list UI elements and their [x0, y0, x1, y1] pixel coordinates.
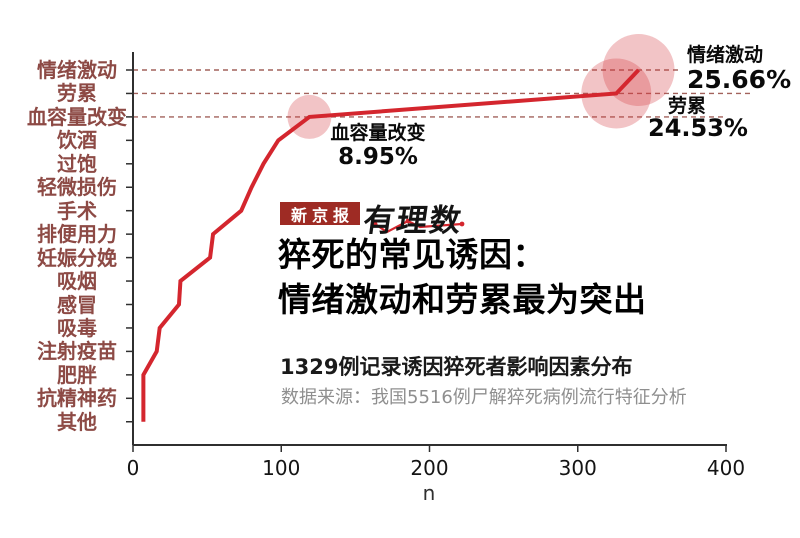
y-axis-label-饮酒: 饮酒: [57, 128, 97, 153]
y-axis-label-妊娠分娩: 妊娠分娩: [37, 245, 117, 270]
callout-emotion: 情绪激动 25.66%: [687, 44, 791, 92]
y-axis-label-手术: 手术: [57, 198, 97, 223]
y-axis-label-排便用力: 排便用力: [37, 222, 117, 247]
y-axis-label-感冒: 感冒: [57, 292, 97, 317]
y-axis-label-血容量改变: 血容量改变: [27, 104, 127, 129]
x-tick-label-400: 400: [706, 456, 746, 480]
data-source-note: 数据来源：我国5516例尸解猝死病例流行特征分析: [281, 387, 687, 408]
y-axis-label-吸毒: 吸毒: [57, 315, 97, 340]
x-tick-label-0: 0: [126, 456, 140, 480]
y-axis-label-过饱: 过饱: [57, 151, 97, 176]
callout-emotion-label: 情绪激动: [687, 44, 764, 66]
data-line: [141, 68, 640, 422]
y-axis-label-情绪激动: 情绪激动: [37, 58, 117, 82]
x-tick-label-300: 300: [558, 456, 597, 480]
xinjingbao-logo: 新京报: [280, 202, 360, 225]
callout-blood-volume-label: 血容量改变: [330, 122, 426, 144]
chart-subtitle: 1329例记录诱因猝死者影响因素分布: [280, 355, 633, 379]
title-line-2: 情绪激动和劳累最为突出: [278, 280, 647, 319]
callout-blood-volume-percent: 8.95%: [338, 144, 418, 170]
callout-fatigue-percent: 24.53%: [648, 114, 748, 142]
x-axis-title: n: [422, 481, 436, 505]
y-axis-label-其他: 其他: [57, 409, 97, 434]
x-tick-label-100: 100: [262, 456, 301, 480]
title-line-1: 猝死的常见诱因：: [278, 235, 546, 274]
youlishu-logo-dot: [405, 218, 411, 224]
y-axis-label-注射疫苗: 注射疫苗: [37, 339, 117, 364]
callout-fatigue: 劳累 24.53%: [648, 95, 748, 142]
callout-blood-volume: 血容量改变 8.95%: [308, 122, 448, 169]
callout-fatigue-label: 劳累: [667, 95, 706, 117]
y-axis-label-抗精神药: 抗精神药: [37, 386, 117, 411]
x-tick-label-200: 200: [410, 456, 449, 480]
y-axis-label-肥胖: 肥胖: [57, 362, 97, 387]
youlishu-logo-dot: [459, 221, 465, 227]
youlishu-logo-dot: [372, 221, 378, 227]
y-axis-label-吸烟: 吸烟: [57, 269, 97, 294]
y-axis-label-劳累: 劳累: [57, 81, 97, 106]
callout-emotion-percent: 25.66%: [687, 65, 792, 94]
page-title: 猝死的常见诱因： 情绪激动和劳累最为突出: [278, 232, 647, 322]
y-axis-label-轻微损伤: 轻微损伤: [37, 175, 117, 200]
